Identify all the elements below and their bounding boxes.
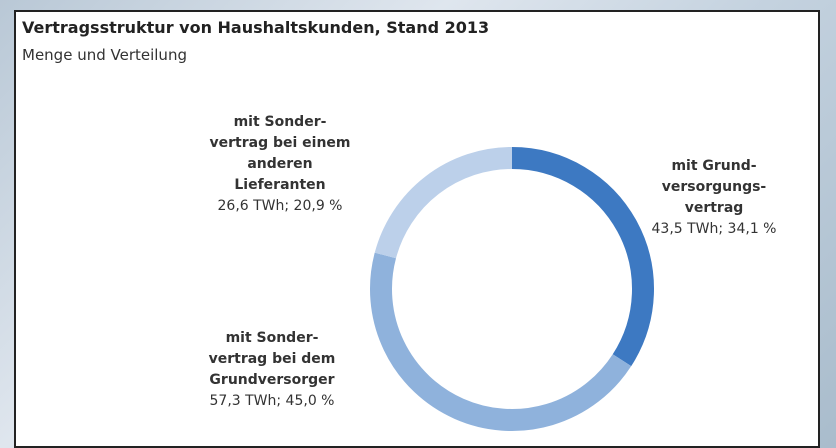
- segment-label: mit Sonder- vertrag bei dem Grundversorg…: [162, 328, 382, 412]
- page: {"chart_data": {"type": "donut", "title"…: [0, 0, 836, 448]
- category-label: mit Sonder- vertrag bei einem anderen Li…: [170, 112, 390, 196]
- value-label: 57,3 TWh; 45,0 %: [162, 391, 382, 412]
- chart-panel: Vertragsstruktur von Haushaltskunden, St…: [14, 10, 820, 448]
- value-label: 26,6 TWh; 20,9 %: [170, 196, 390, 217]
- category-label: mit Grund- versorgungs- vertrag: [604, 156, 820, 219]
- donut-segment: [381, 255, 622, 420]
- value-label: 43,5 TWh; 34,1 %: [604, 219, 820, 240]
- category-label: mit Sonder- vertrag bei dem Grundversorg…: [162, 328, 382, 391]
- donut-segment: [385, 158, 512, 255]
- segment-label: mit Sonder- vertrag bei einem anderen Li…: [170, 112, 390, 217]
